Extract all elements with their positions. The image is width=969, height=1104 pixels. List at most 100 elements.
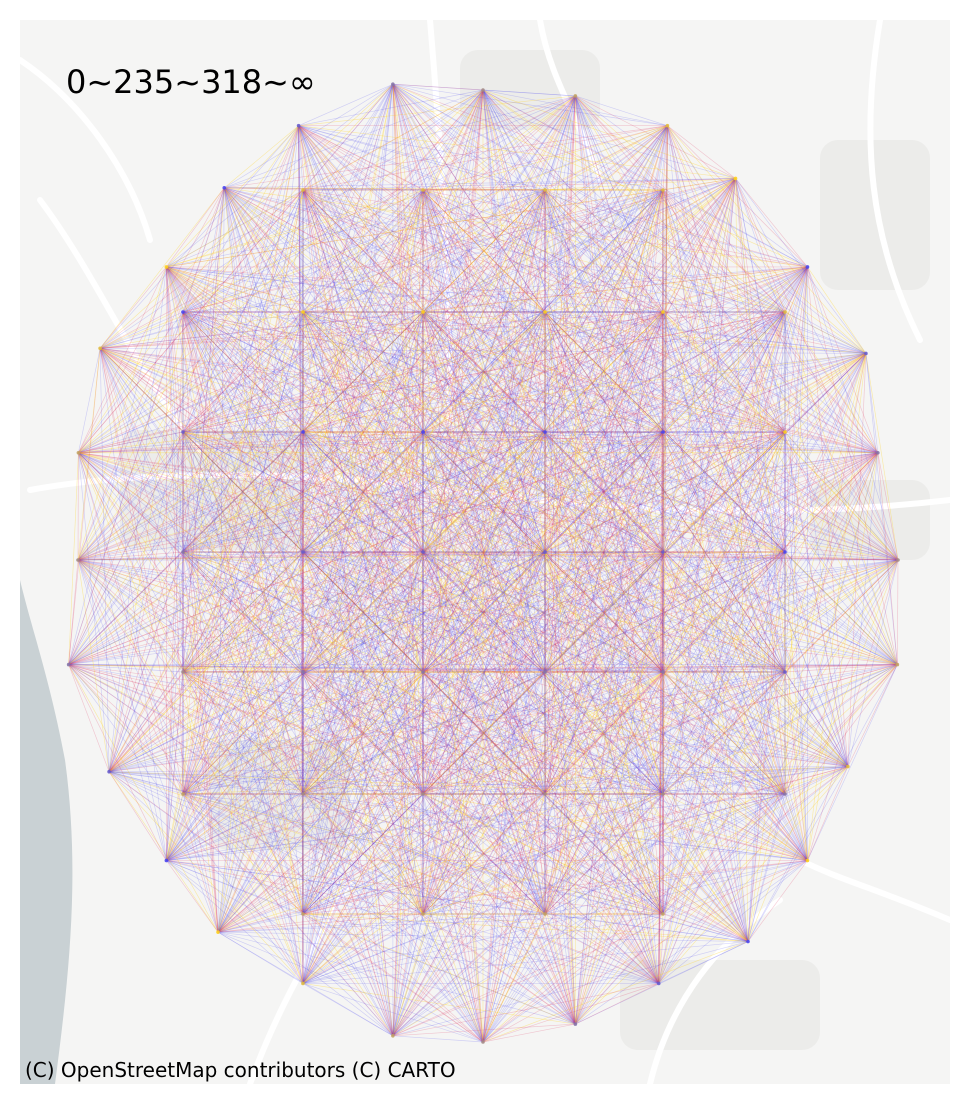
flow-line: [217, 178, 736, 933]
flow-line: [302, 311, 424, 433]
flow-line: [575, 95, 664, 915]
flow-line: [182, 551, 664, 673]
flow-line: [100, 189, 664, 349]
flow-line: [422, 793, 576, 1025]
flow-line: [302, 311, 664, 795]
flow-line: [422, 551, 664, 915]
flow-line: [68, 452, 79, 665]
flow-line: [575, 95, 664, 795]
map-canvas[interactable]: 0~235~318~∞ (C) OpenStreetMap contributo…: [20, 20, 950, 1084]
flow-line: [166, 266, 304, 915]
flow-line: [662, 266, 808, 795]
flow-line: [422, 431, 664, 915]
flow-line: [77, 311, 786, 561]
flow-line: [108, 189, 664, 772]
basemap-road-4: [37, 197, 203, 453]
flow-line: [182, 431, 546, 915]
flow-line: [302, 266, 808, 553]
flow-line: [302, 84, 394, 433]
flow-line: [302, 311, 664, 795]
flow-line: [108, 551, 184, 772]
flow-line: [302, 353, 867, 795]
flow-line: [78, 187, 225, 453]
flow-line: [223, 187, 304, 984]
flow-line: [68, 89, 484, 665]
flow-line: [68, 664, 786, 673]
flow-line: [302, 551, 664, 795]
flow-line: [544, 353, 866, 433]
flow-node: [661, 792, 665, 796]
flow-line: [298, 83, 394, 127]
flow-line: [166, 353, 867, 861]
flow-line: [182, 187, 225, 553]
flow-line: [422, 189, 660, 984]
flow-line: [544, 431, 849, 767]
flow-line: [99, 348, 184, 433]
flow-line: [99, 348, 110, 772]
flow-line: [662, 266, 808, 313]
flow-line: [544, 671, 664, 795]
flow-line: [68, 125, 668, 665]
flow-line: [77, 559, 808, 861]
flow-line: [182, 311, 424, 673]
flow-line: [544, 311, 664, 553]
flow-line: [482, 89, 786, 673]
flow-line: [662, 671, 808, 861]
flow-line: [182, 89, 484, 313]
flow-line: [68, 664, 546, 915]
flow-line: [422, 189, 546, 915]
flow-line: [662, 266, 808, 673]
flow-line: [298, 125, 424, 191]
flow-line: [544, 189, 664, 313]
flow-line: [662, 793, 808, 861]
flow-line: [224, 125, 668, 189]
flow-line: [182, 84, 394, 673]
flow-line: [422, 189, 786, 795]
flow-line: [422, 431, 546, 915]
flow-line: [166, 266, 184, 433]
flow-line: [302, 983, 394, 1037]
flow-line: [422, 189, 546, 313]
flow-line: [182, 551, 424, 673]
flow-line: [166, 266, 808, 861]
flow-line: [302, 189, 424, 984]
flow-line: [544, 189, 786, 553]
flow-line: [68, 664, 304, 984]
flow-line: [422, 452, 878, 553]
flow-line: [182, 311, 664, 915]
flow-line: [544, 125, 668, 915]
flow-line: [78, 431, 786, 454]
flow-line: [224, 187, 786, 795]
flow-line: [392, 84, 664, 673]
flow-line: [302, 671, 484, 1043]
flow-line: [544, 311, 664, 915]
flow-line: [182, 266, 808, 673]
flow-line: [662, 793, 749, 942]
flow-line: [544, 431, 786, 915]
flow-line: [77, 559, 786, 795]
flow-line: [302, 125, 668, 553]
flow-line: [422, 551, 546, 915]
flow-line: [422, 125, 668, 313]
flow-line: [302, 551, 546, 984]
flow-line: [182, 671, 848, 767]
flow-line: [544, 671, 576, 1025]
flow-line: [77, 89, 484, 561]
flow-line: [302, 551, 786, 915]
flow-line: [302, 353, 867, 553]
flow-line: [662, 311, 898, 665]
flow-line: [302, 311, 546, 915]
flow-line: [302, 189, 660, 984]
flow-line: [182, 189, 304, 553]
flow-line: [392, 353, 867, 1036]
flow-line: [302, 452, 879, 795]
flow-line: [544, 311, 786, 433]
flow-line: [302, 551, 424, 673]
flow-line: [302, 311, 664, 673]
flow-line: [544, 189, 576, 1025]
flow-line: [302, 431, 424, 553]
flow-line: [78, 125, 299, 453]
flow-line: [108, 189, 304, 772]
flow-line: [182, 311, 664, 433]
flow-line: [68, 551, 786, 665]
